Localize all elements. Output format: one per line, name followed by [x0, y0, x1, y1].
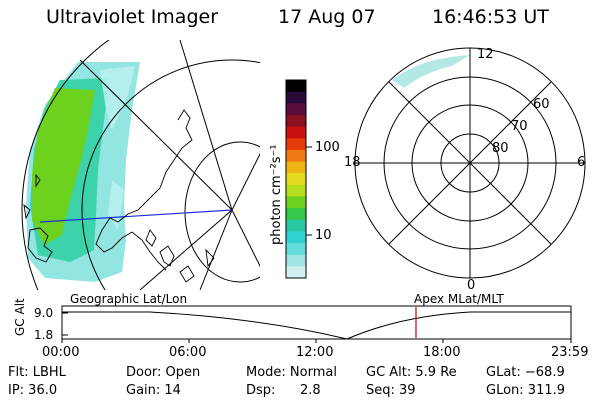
colorbar-unit-label: photon cm⁻²s⁻¹	[269, 144, 284, 245]
colorbar-swatch	[286, 138, 306, 151]
coastline	[23, 173, 53, 263]
colorbar-swatch	[286, 219, 306, 233]
info-gain: Gain: 14	[126, 383, 181, 398]
colorbar-swatch	[286, 184, 306, 198]
meridian-line	[79, 59, 233, 211]
orbit-xtick-2359: 23:59	[551, 345, 589, 360]
colorbar-swatch	[286, 161, 306, 174]
aurora-bright-region	[32, 88, 95, 245]
geographic-caption: Geographic Lat/Lon	[70, 292, 188, 306]
colorbar-swatch	[286, 243, 306, 256]
meridian-line	[179, 40, 233, 211]
lat-circle	[21, 40, 110, 290]
orbit-xtick-0600: 06:00	[169, 345, 207, 360]
mlt-label-12: 12	[477, 47, 494, 62]
colorbar	[285, 79, 307, 279]
orbit-xtick-1200: 12:00	[296, 345, 334, 360]
colorbar-swatch	[286, 126, 306, 139]
apex-caption: Apex MLat/MLT	[414, 292, 504, 306]
coastline	[145, 229, 215, 283]
info-mode: Mode: Normal	[246, 365, 337, 380]
mlat-label-70: 70	[511, 119, 528, 134]
altitude-curve	[62, 311, 571, 340]
mlt-axis	[388, 81, 552, 245]
colorbar-swatch	[286, 254, 306, 267]
colorbar-swatch	[286, 103, 306, 116]
app-title: Ultraviolet Imager	[46, 6, 219, 28]
colorbar-swatch	[286, 173, 306, 186]
lat-circle	[81, 59, 260, 290]
meridian-line	[139, 209, 233, 290]
mlt-label-18: 18	[344, 155, 361, 170]
info-dsp-value: 2.8	[300, 383, 321, 398]
colorbar-tick-100: 100	[315, 140, 340, 155]
orbit-ytick-9: 9.0	[34, 306, 54, 320]
meridian-line	[231, 209, 260, 268]
mlt-label-6: 6	[577, 155, 586, 170]
meridian-line	[231, 152, 260, 211]
orbit-ytick-1_8: 1.8	[34, 328, 54, 342]
coastline	[95, 109, 193, 271]
colorbar-swatch	[286, 91, 306, 104]
info-door: Door: Open	[126, 365, 201, 380]
colorbar-swatch	[286, 208, 306, 221]
polar-plot	[354, 47, 586, 279]
meridian-line	[199, 209, 233, 290]
mlat-label-80: 80	[492, 141, 509, 156]
geographic-map	[21, 40, 260, 290]
colorbar-swatch	[286, 149, 306, 163]
colorbar-frame	[285, 79, 307, 279]
orbit-xtick-1800: 18:00	[423, 345, 461, 360]
aurora-speckle	[100, 66, 135, 230]
orbit-ylabel: GC Alt	[13, 298, 27, 336]
orbit-plot-frame	[61, 305, 572, 340]
info-dsp-label: Dsp:	[246, 383, 276, 398]
mlt-label-0: 0	[467, 278, 476, 293]
colorbar-tick-10: 10	[315, 228, 332, 243]
colorbar-swatch	[286, 196, 306, 209]
magnetic-meridian	[39, 209, 233, 223]
info-glon: GLon: 311.9	[486, 383, 566, 398]
orbit-plot	[61, 305, 572, 343]
colorbar-swatch	[286, 114, 306, 128]
info-flt: Flt: LBHL	[8, 365, 66, 380]
orbit-xtick-0000: 00:00	[42, 345, 80, 360]
info-seq: Seq: 39	[366, 383, 416, 398]
colorbar-swatch	[286, 266, 306, 279]
colorbar-swatch	[286, 231, 306, 244]
info-gcalt: GC Alt: 5.9 Re	[366, 365, 457, 380]
polar-aurora-patch	[392, 55, 470, 88]
time-label: 16:46:53 UT	[432, 6, 549, 28]
info-glat: GLat: −68.9	[486, 365, 565, 380]
info-ip: IP: 36.0	[8, 383, 58, 398]
date-label: 17 Aug 07	[278, 6, 376, 28]
mlat-label-60: 60	[533, 97, 550, 112]
colorbar-swatch	[286, 80, 306, 93]
lat-circle	[184, 141, 260, 283]
